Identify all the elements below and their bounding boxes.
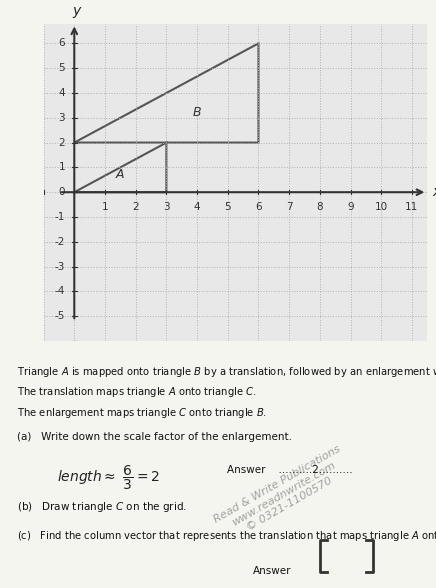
Text: 1: 1 xyxy=(58,162,65,172)
Text: 0: 0 xyxy=(58,187,65,197)
Text: Answer: Answer xyxy=(253,566,291,576)
Text: 6: 6 xyxy=(58,38,65,48)
Text: 9: 9 xyxy=(347,202,354,212)
Text: -1: -1 xyxy=(54,212,65,222)
Text: 4: 4 xyxy=(58,88,65,98)
Text: $B$: $B$ xyxy=(192,106,202,119)
Text: -2: -2 xyxy=(54,237,65,247)
Text: $x$: $x$ xyxy=(432,185,436,199)
Text: 6: 6 xyxy=(255,202,262,212)
Text: 5: 5 xyxy=(225,202,231,212)
Text: $\it{length} \approx \ \dfrac{6}{3} = 2$: $\it{length} \approx \ \dfrac{6}{3} = 2$ xyxy=(57,463,160,492)
Text: Triangle $A$ is mapped onto triangle $B$ by a translation, followed by an enlarg: Triangle $A$ is mapped onto triangle $B$… xyxy=(17,365,436,379)
Text: (b)   Draw triangle $C$ on the grid.: (b) Draw triangle $C$ on the grid. xyxy=(17,500,187,514)
Text: The enlargement maps triangle $C$ onto triangle $B$.: The enlargement maps triangle $C$ onto t… xyxy=(17,406,268,420)
Text: Answer    ..........2..........: Answer ..........2.......... xyxy=(227,466,352,476)
Text: 2: 2 xyxy=(58,138,65,148)
Text: 5: 5 xyxy=(58,63,65,73)
Text: 11: 11 xyxy=(405,202,419,212)
Text: $A$: $A$ xyxy=(115,168,126,181)
Text: -3: -3 xyxy=(54,262,65,272)
Text: 8: 8 xyxy=(317,202,323,212)
Text: $y$: $y$ xyxy=(72,5,83,20)
Text: 4: 4 xyxy=(194,202,201,212)
Text: -4: -4 xyxy=(54,286,65,296)
Text: 10: 10 xyxy=(375,202,388,212)
Text: 3: 3 xyxy=(163,202,170,212)
Text: The translation maps triangle $A$ onto triangle $C$.: The translation maps triangle $A$ onto t… xyxy=(17,385,257,399)
Text: 2: 2 xyxy=(133,202,139,212)
Text: -5: -5 xyxy=(54,311,65,321)
Text: 7: 7 xyxy=(286,202,293,212)
Text: 3: 3 xyxy=(58,113,65,123)
Text: (a)   Write down the scale factor of the enlargement.: (a) Write down the scale factor of the e… xyxy=(17,433,293,443)
Text: Read & Write Publications
www.readnwrite.com
© 0321-1100570: Read & Write Publications www.readnwrite… xyxy=(212,443,354,544)
Text: (c)   Find the column vector that represents the translation that maps triangle : (c) Find the column vector that represen… xyxy=(17,529,436,543)
Text: 1: 1 xyxy=(102,202,108,212)
